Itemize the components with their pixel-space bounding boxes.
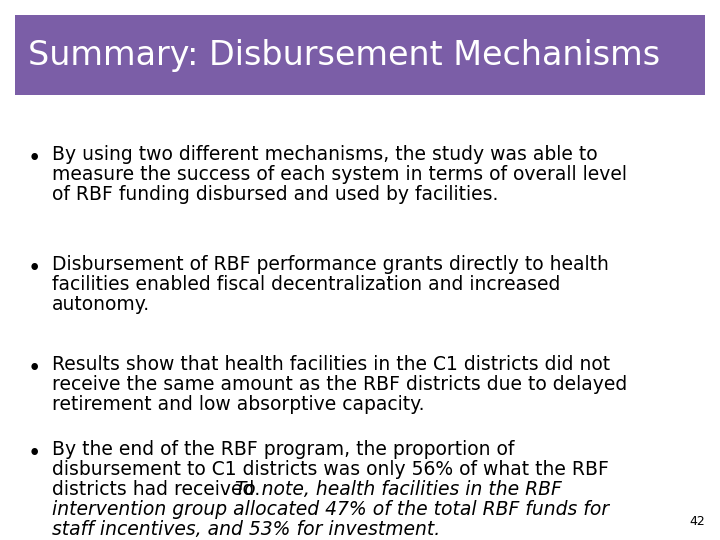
- Text: districts had received.: districts had received.: [52, 480, 266, 499]
- Text: retirement and low absorptive capacity.: retirement and low absorptive capacity.: [52, 395, 425, 414]
- Text: By using two different mechanisms, the study was able to: By using two different mechanisms, the s…: [52, 145, 598, 164]
- Text: staff incentives, and 53% for investment.: staff incentives, and 53% for investment…: [52, 520, 440, 539]
- Text: receive the same amount as the RBF districts due to delayed: receive the same amount as the RBF distr…: [52, 375, 627, 394]
- Text: 42: 42: [689, 515, 705, 528]
- Text: By the end of the RBF program, the proportion of: By the end of the RBF program, the propo…: [52, 440, 514, 459]
- Text: measure the success of each system in terms of overall level: measure the success of each system in te…: [52, 165, 627, 184]
- Text: •: •: [28, 357, 41, 380]
- Text: of RBF funding disbursed and used by facilities.: of RBF funding disbursed and used by fac…: [52, 185, 498, 204]
- Text: •: •: [28, 257, 41, 280]
- Text: Disbursement of RBF performance grants directly to health: Disbursement of RBF performance grants d…: [52, 255, 609, 274]
- Text: •: •: [28, 147, 41, 170]
- Text: Summary: Disbursement Mechanisms: Summary: Disbursement Mechanisms: [28, 38, 660, 71]
- Text: facilities enabled fiscal decentralization and increased: facilities enabled fiscal decentralizati…: [52, 275, 560, 294]
- Text: •: •: [28, 442, 41, 465]
- Text: To note, health facilities in the RBF: To note, health facilities in the RBF: [235, 480, 562, 499]
- Text: Results show that health facilities in the C1 districts did not: Results show that health facilities in t…: [52, 355, 610, 374]
- Text: intervention group allocated 47% of the total RBF funds for: intervention group allocated 47% of the …: [52, 500, 609, 519]
- Bar: [15, 15, 705, 95]
- Text: autonomy.: autonomy.: [52, 295, 150, 314]
- Text: disbursement to C1 districts was only 56% of what the RBF: disbursement to C1 districts was only 56…: [52, 460, 609, 479]
